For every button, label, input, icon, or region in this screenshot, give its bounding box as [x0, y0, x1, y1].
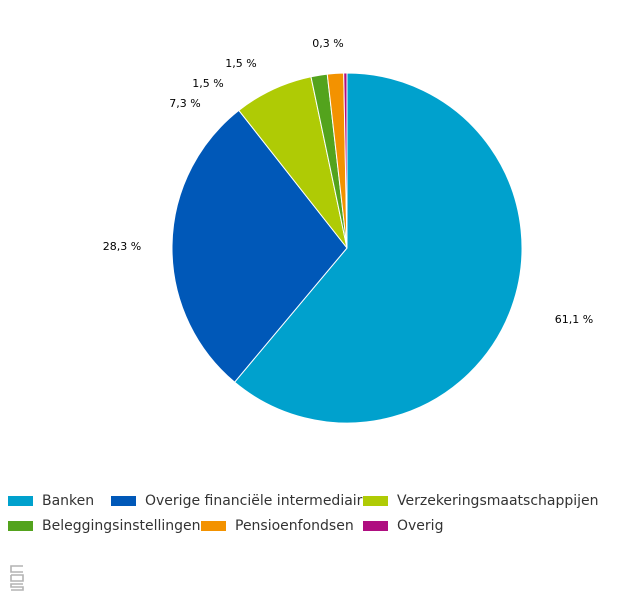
legend-swatch-beleggingsinstellingen [8, 520, 33, 531]
legend-row-1: Banken Overige financiële intermediairs … [8, 488, 620, 513]
pie-slice-banken[interactable] [234, 72, 523, 424]
data-label-pensioenfondsen: 1,5 % [225, 57, 256, 70]
legend-swatch-overig [363, 520, 388, 531]
data-label-overig: 0,3 % [312, 37, 343, 50]
pie-chart: 61,1 % 28,3 % 7,3 % 1,5 %1,5 % 0,3 % [103, 37, 593, 424]
data-label-overige-financiele-intermediairs: 28,3 % [103, 240, 141, 253]
legend-item-pensioenfondsen[interactable]: Pensioenfondsen [201, 518, 363, 534]
legend-swatch-overige-financiele-intermediairs [111, 495, 136, 506]
legend-item-beleggingsinstellingen[interactable]: Beleggingsinstellingen [8, 518, 201, 534]
legend-swatch-verzekeringsmaatschappijen [363, 495, 388, 506]
data-label-verzekeringsmaatschappijen: 7,3 % [169, 97, 200, 110]
data-label-banken: 61,1 % [555, 313, 593, 326]
legend-label-verzekeringsmaatschappijen: Verzekeringsmaatschappijen [397, 492, 599, 509]
legend-label-overige-financiele-intermediairs: Overige financiële intermediairs [145, 492, 363, 509]
legend-item-overige-financiele-intermediairs[interactable]: Overige financiële intermediairs [111, 493, 363, 509]
legend-item-banken[interactable]: Banken [8, 493, 111, 509]
legend-item-verzekeringsmaatschappijen[interactable]: Verzekeringsmaatschappijen [363, 493, 620, 509]
legend-swatch-banken [8, 495, 33, 506]
cbs-logo-icon [10, 565, 24, 591]
legend-label-banken: Banken [42, 492, 95, 509]
legend-row-2: Beleggingsinstellingen Pensioenfondsen O… [8, 513, 620, 538]
legend-label-beleggingsinstellingen: Beleggingsinstellingen [42, 517, 201, 534]
data-label-beleggingsinstellingen: 1,5 % [192, 77, 223, 90]
pie-slice-overig[interactable] [343, 72, 348, 249]
legend-label-pensioenfondsen: Pensioenfondsen [235, 517, 354, 534]
pie-slice-overige-financiele-intermediairs[interactable] [171, 109, 348, 383]
chart-legend: Banken Overige financiële intermediairs … [8, 488, 620, 538]
legend-swatch-pensioenfondsen [201, 520, 226, 531]
legend-label-overig: Overig [397, 517, 444, 534]
legend-item-overig[interactable]: Overig [363, 518, 443, 534]
